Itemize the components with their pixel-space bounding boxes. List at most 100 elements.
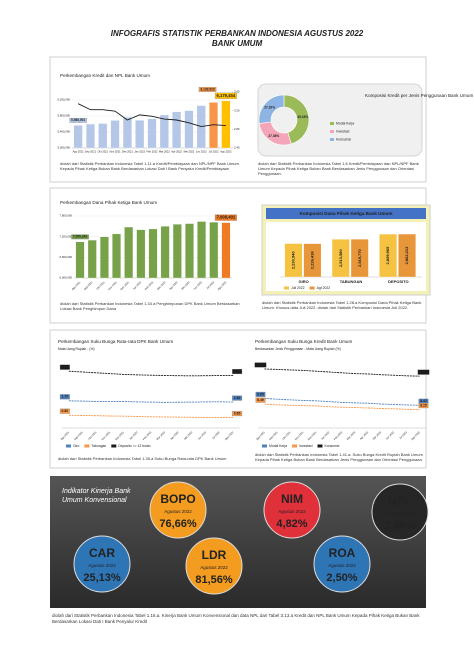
- bar: [379, 233, 397, 278]
- label-box: [214, 214, 237, 221]
- x-tick-label: Agu 2021: [71, 280, 82, 291]
- x-tick-label: Feb 2022: [333, 430, 344, 441]
- legend-swatch: [309, 286, 315, 290]
- bar: [135, 120, 145, 149]
- data-label: 27.29%: [264, 105, 275, 109]
- bar: [86, 123, 95, 149]
- x-tick-label: Mei 2022: [183, 430, 194, 441]
- x-tick-label: Jun 2022: [197, 430, 208, 441]
- x-tick-label: Nov 2021: [110, 150, 122, 154]
- legend-swatch: [262, 444, 267, 448]
- legend-label: Tabungan: [91, 444, 106, 448]
- data-label: 0.65: [234, 411, 241, 415]
- y-tick-label: 5,800,000: [58, 114, 71, 118]
- line: [68, 400, 234, 403]
- legend-label: Giro: [73, 444, 80, 448]
- x-tick-label: Agu 2022: [220, 150, 232, 154]
- label-box: [59, 364, 70, 370]
- x-tick-label: Des 2021: [114, 430, 125, 441]
- bar: [350, 239, 369, 278]
- bar: [73, 125, 83, 149]
- y-tick-label: 6,000,000: [60, 276, 73, 280]
- page-title: INFOGRAFIS STATISTIK PERBANKAN INDONESIA…: [111, 29, 364, 38]
- chart-subtitle: Mata Uang Rupiah - (%): [58, 347, 95, 351]
- data-label: 45.33%: [297, 115, 308, 119]
- line: [264, 397, 420, 406]
- x-tick-label: Apr 2022: [359, 430, 370, 441]
- x-tick-label: Okt 2021: [98, 150, 109, 154]
- data-label: 7,608,401: [217, 215, 236, 220]
- data-label: 2,519,770: [357, 248, 362, 267]
- x-tick-label: Des 2021: [307, 430, 318, 441]
- legend-swatch: [330, 138, 334, 141]
- legend-swatch: [292, 444, 298, 448]
- bar: [197, 221, 207, 279]
- data-label: 8.42: [420, 399, 427, 403]
- bar: [98, 123, 108, 149]
- label-box: [214, 92, 237, 99]
- y-tick-label: 7,200,000: [60, 234, 73, 238]
- label-box: [254, 362, 267, 368]
- note: diolah dari Statistik Perbankan Indonesi…: [52, 613, 420, 624]
- kpi-value: 2,88%: [384, 520, 415, 532]
- x-tick-label: Mei 2022: [184, 150, 195, 154]
- x-tick-label: Mar 2022: [155, 430, 166, 441]
- kpi-circle: [149, 481, 207, 539]
- x-tick-label: Nov 2021: [294, 430, 305, 441]
- kpi-title: Indikator Kinerja Bank Umum Konvensional: [62, 488, 131, 504]
- bar: [124, 226, 134, 279]
- data-label: 1.62: [234, 396, 241, 400]
- kpi-value: 81,56%: [195, 574, 233, 586]
- x-tick-label: Jun 2022: [384, 430, 395, 441]
- kpi-period: Agustus 2022: [328, 563, 356, 568]
- bar: [221, 222, 231, 279]
- chart-title: Komposisi Dana Pihak Ketiga Bank Umum: [300, 211, 393, 216]
- data-label: 6,179,454: [217, 93, 236, 98]
- x-tick-label: Sep 2021: [73, 430, 84, 441]
- x-tick-label: Jan 2022: [128, 430, 139, 441]
- kpi-value: 76,66%: [159, 518, 197, 530]
- x-tick-label: Apr 2022: [171, 150, 182, 154]
- x-tick-label: Jan 2022: [134, 150, 145, 154]
- data-label: 2,226,418: [309, 251, 314, 270]
- kpi-value: 4,82%: [276, 518, 307, 530]
- kpi-period: Agustus 2022: [278, 509, 306, 514]
- legend-swatch: [84, 444, 90, 448]
- kpi-circle: [185, 537, 243, 595]
- label-box: [59, 394, 70, 400]
- kpi-label: NPL: [388, 494, 412, 508]
- bar: [221, 100, 231, 149]
- x-tick-label: Jan 2022: [132, 280, 143, 291]
- x-tick-label: Mei 2022: [372, 430, 383, 441]
- x-tick-label: Nov 2021: [107, 280, 118, 291]
- bar: [122, 117, 132, 149]
- line: [77, 103, 226, 127]
- bar: [184, 110, 194, 149]
- line: [264, 368, 420, 377]
- data-label: 3.55: [62, 365, 69, 369]
- x-tick-label: Feb 2022: [142, 430, 153, 441]
- bar: [331, 239, 350, 278]
- y-tick-label: 6,200,000: [58, 98, 71, 102]
- kpi-value: 2,50%: [326, 572, 357, 584]
- label-box: [232, 368, 243, 375]
- note: diolah dari Statistik Perbankan Indonesi…: [258, 161, 419, 176]
- label-box: [69, 117, 87, 123]
- chart-title: Komposisi Kredit per Jenis Penggunaan Ba…: [365, 93, 473, 98]
- x-tick-label: GIRO: [299, 279, 309, 284]
- bar: [284, 243, 303, 278]
- bar: [148, 228, 158, 279]
- x-tick-label: Feb 2022: [147, 150, 159, 154]
- data-label: 10.69: [256, 363, 265, 367]
- x-tick-label: Sep 2021: [83, 280, 94, 291]
- bar: [87, 239, 97, 279]
- bar: [209, 222, 219, 279]
- x-tick-label: Apr 2022: [169, 430, 180, 441]
- data-label: 8.15: [420, 403, 427, 407]
- bar: [75, 241, 85, 279]
- legend-label: Deposito <= 12 bulan: [118, 444, 150, 448]
- legend-label: Investasi: [299, 444, 313, 448]
- bar: [303, 243, 322, 278]
- x-tick-label: Mar 2022: [346, 430, 357, 441]
